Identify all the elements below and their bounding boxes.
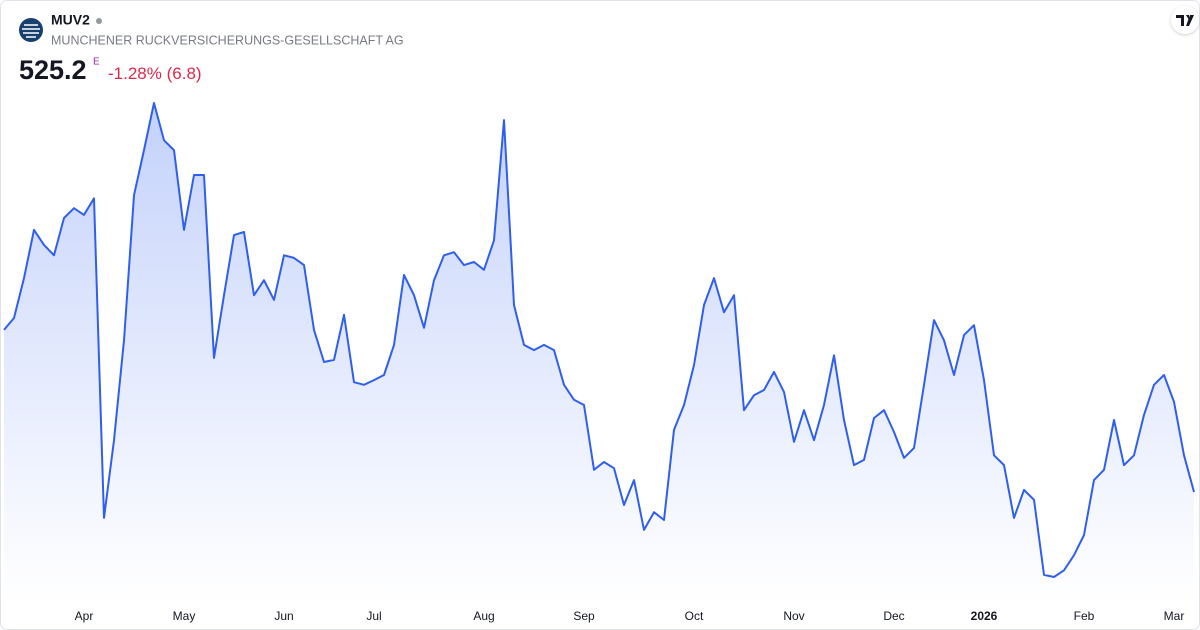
price-line	[3, 102, 1195, 578]
x-tick-label: Aug	[473, 609, 494, 623]
price: 525.2	[19, 55, 87, 85]
x-tick-label: Apr	[75, 609, 94, 623]
x-tick-label: Mar	[1164, 609, 1185, 623]
tradingview-logo[interactable]	[1171, 6, 1199, 34]
logo	[19, 18, 43, 42]
x-tick-label: Feb	[1074, 609, 1095, 623]
change-pct: -1.28%	[108, 64, 162, 83]
x-tick-label: Oct	[685, 609, 704, 623]
x-tick-label: 2026	[971, 609, 998, 623]
x-tick-label: Sep	[573, 609, 595, 623]
change-abs: (6.8)	[167, 64, 202, 83]
price-flag: E	[93, 57, 100, 68]
x-tick-label: May	[173, 609, 196, 623]
change: -1.28% (6.8)	[108, 64, 202, 83]
company-name: MUNCHENER RUCKVERSICHERUNGS-GESELLSCHAFT…	[51, 33, 404, 47]
x-tick-label: Dec	[883, 609, 904, 623]
x-tick-label: Jun	[274, 609, 293, 623]
status-dot	[96, 18, 102, 24]
symbol: MUV2	[51, 12, 90, 28]
area	[4, 103, 1194, 603]
plot-area: Apr May Jun Jul Aug Sep Oct Nov Dec 2026 Feb Mar	[3, 102, 1195, 623]
x-tick-label: Jul	[366, 609, 381, 623]
x-tick-label: Nov	[783, 609, 804, 623]
